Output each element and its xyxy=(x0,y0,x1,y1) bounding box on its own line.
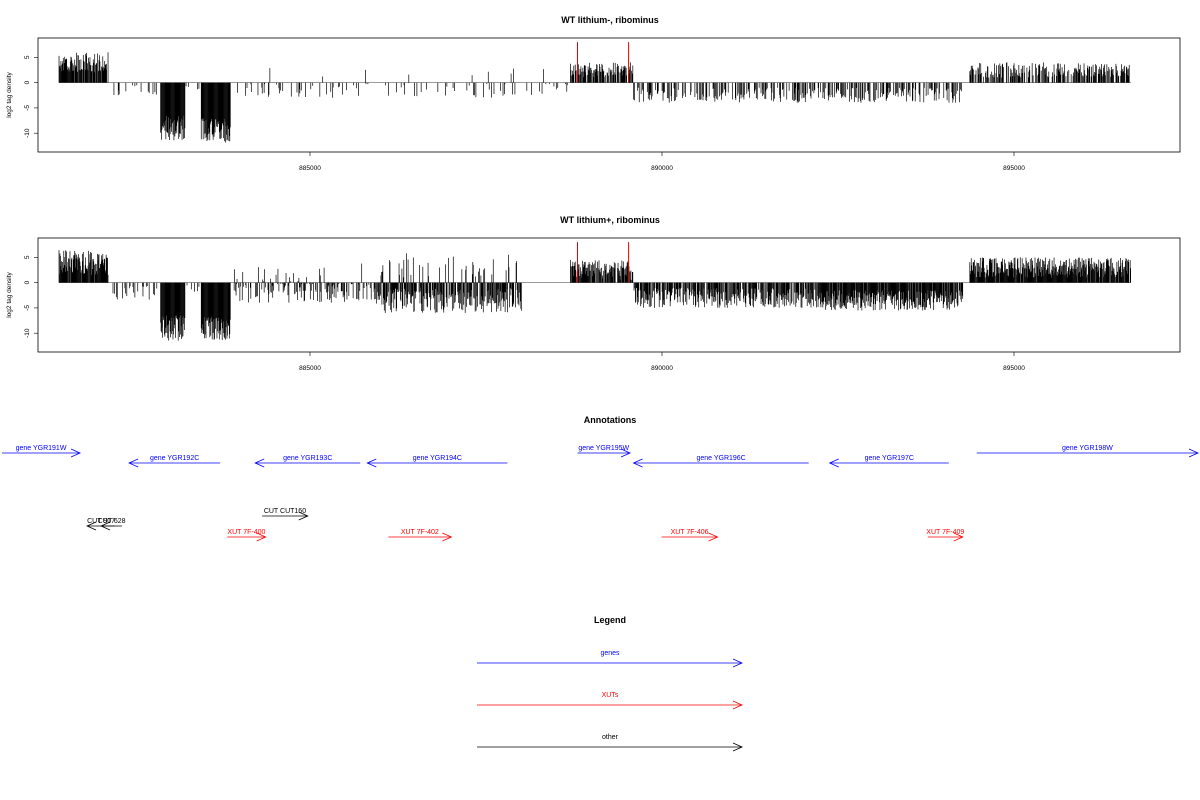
legend-item-xuts: XUTs xyxy=(477,692,743,710)
y-tick-label: 0 xyxy=(24,280,31,284)
y-axis-label: log2 tag density xyxy=(6,71,13,117)
y-tick-label: -10 xyxy=(24,328,31,338)
arrowhead xyxy=(732,700,743,710)
arrowhead xyxy=(100,521,111,531)
feature-label: CUT 628 xyxy=(98,518,126,525)
other-arrow: CUT 628 xyxy=(98,518,126,531)
feature-label: gene YGR198W xyxy=(1062,445,1113,452)
arrowhead xyxy=(708,532,719,542)
gene-arrow: gene YGR198W xyxy=(976,445,1199,458)
x-tick-label: 885000 xyxy=(299,165,321,172)
arrowhead xyxy=(1188,448,1199,458)
annotations-title: Annotations xyxy=(584,415,637,425)
gene-arrow: gene YGR194C xyxy=(366,455,508,468)
feature-label: gene YGR191W xyxy=(16,445,67,452)
legend-item-other: other xyxy=(477,734,743,752)
y-axis: 5 0 -5 -10 xyxy=(24,255,38,338)
density-panel-lithium-minus: WT lithium-, ribominus log2 tag density … xyxy=(6,15,1181,172)
other-arrow: CUT CUT160 xyxy=(262,508,309,521)
arrowhead xyxy=(256,532,267,542)
feature-arrows: gene YGR191W gene YGR192C gene YGR193C gene… xyxy=(2,445,1199,542)
feature-label: CUT 907 xyxy=(87,518,115,525)
plot-frame xyxy=(37,37,1181,153)
gene-arrow: gene YGR191W xyxy=(2,445,82,458)
arrowhead xyxy=(70,448,82,458)
feature-label: gene YGR197C xyxy=(865,455,914,462)
feature-label: CUT CUT160 xyxy=(264,508,306,515)
density-bars xyxy=(58,42,1131,143)
arrowhead xyxy=(953,532,964,542)
xut-arrow: XUT 7F-400 xyxy=(227,529,267,542)
gene-arrow: gene YGR196C xyxy=(632,455,809,468)
gene-arrow: gene YGR192C xyxy=(128,455,221,468)
legend-title: Legend xyxy=(594,615,626,625)
y-axis-label: log2 tag density xyxy=(6,271,13,317)
y-tick-label: -5 xyxy=(24,305,31,311)
feature-label: XUT 7F-400 xyxy=(227,529,265,536)
arrowhead xyxy=(828,458,839,468)
legend-label: XUTs xyxy=(602,692,619,699)
legend-item-genes: genes xyxy=(477,650,743,668)
y-tick-label: -10 xyxy=(24,128,31,138)
feature-label: gene YGR192C xyxy=(150,455,199,462)
x-tick-label: 895000 xyxy=(1003,365,1025,372)
y-tick-label: 5 xyxy=(24,255,31,259)
x-axis: 885000 890000 895000 xyxy=(299,352,1025,372)
legend-label: genes xyxy=(600,650,620,657)
feature-label: XUT 7F-409 xyxy=(926,529,964,536)
arrowhead xyxy=(732,742,743,752)
y-tick-label: 5 xyxy=(24,55,31,59)
x-tick-label: 890000 xyxy=(651,365,673,372)
panel-title: WT lithium+, ribominus xyxy=(560,215,660,225)
arrowhead xyxy=(86,521,97,531)
x-tick-label: 895000 xyxy=(1003,165,1025,172)
arrowhead xyxy=(128,458,139,468)
feature-label: gene YGR196C xyxy=(696,455,745,462)
panel-title: WT lithium-, ribominus xyxy=(561,15,659,25)
feature-label: XUT 7F-402 xyxy=(401,529,439,536)
xut-arrow: XUT 7F-406 xyxy=(661,529,719,542)
arrowhead xyxy=(254,458,265,468)
y-axis: 5 0 -5 -10 xyxy=(24,55,38,138)
density-panel-lithium-plus: WT lithium+, ribominus log2 tag density … xyxy=(6,215,1181,372)
plot-frame xyxy=(37,237,1181,353)
x-tick-label: 890000 xyxy=(651,165,673,172)
arrowhead xyxy=(366,458,377,468)
feature-label: gene YGR195W xyxy=(578,445,629,452)
x-axis: 885000 890000 895000 xyxy=(299,152,1025,172)
xut-arrow: XUT 7F-402 xyxy=(388,529,453,542)
arrowhead xyxy=(620,448,632,458)
feature-label: XUT 7F-406 xyxy=(671,529,709,536)
y-tick-label: -5 xyxy=(24,105,31,111)
legend-label: other xyxy=(602,734,619,741)
arrowhead xyxy=(632,458,643,468)
gene-arrow: gene YGR197C xyxy=(828,455,949,468)
gene-arrow: gene YGR193C xyxy=(254,455,361,468)
xut-arrow: XUT 7F-409 xyxy=(926,529,964,542)
x-tick-label: 885000 xyxy=(299,365,321,372)
gene-arrow: gene YGR195W xyxy=(577,445,632,458)
density-bars xyxy=(58,242,1131,341)
y-tick-label: 0 xyxy=(24,80,31,84)
legend-items: genes XUTs other xyxy=(477,650,743,752)
feature-label: gene YGR194C xyxy=(413,455,462,462)
arrowhead xyxy=(298,511,309,521)
feature-label: gene YGR193C xyxy=(283,455,332,462)
arrowhead xyxy=(732,658,743,668)
legend: Legend genes XUTs other xyxy=(477,615,743,752)
arrowhead xyxy=(442,532,453,542)
